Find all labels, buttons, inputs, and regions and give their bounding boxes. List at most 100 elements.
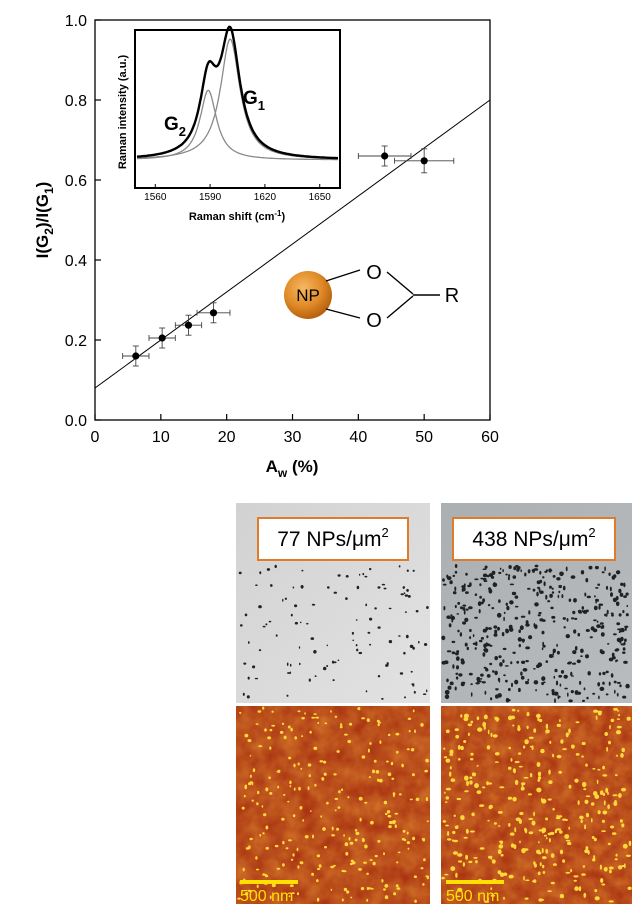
- afm-particle: [508, 715, 513, 721]
- sem-particle: [469, 628, 472, 633]
- afm-particle: [345, 851, 349, 856]
- afm-particle: [517, 709, 520, 712]
- sem-particle: [449, 681, 454, 686]
- point-marker: [209, 309, 218, 317]
- x-axis-label: Aw (%): [266, 457, 319, 480]
- afm-particle: [313, 746, 318, 750]
- sem-particle: [310, 637, 315, 640]
- afm-particle: [464, 790, 469, 793]
- afm-particle: [512, 796, 517, 802]
- inset-x-tick-label: 1560: [144, 192, 167, 203]
- afm-particle: [527, 793, 533, 796]
- afm-particle: [326, 801, 329, 805]
- afm-particle: [550, 881, 555, 885]
- afm-particle: [262, 873, 266, 876]
- sem-particle: [456, 613, 460, 615]
- afm-particle: [510, 843, 515, 848]
- afm-particle: [537, 871, 541, 876]
- sem-particle: [352, 639, 355, 642]
- afm-particle: [574, 886, 579, 891]
- afm-particle: [499, 872, 505, 877]
- sem-particle: [286, 694, 289, 697]
- afm-particle: [244, 733, 249, 738]
- bond-o-bottom-c: [386, 295, 414, 319]
- sem-particle: [572, 610, 576, 615]
- sem-particle: [622, 695, 627, 699]
- sem-particle: [608, 681, 611, 686]
- afm-particle: [524, 897, 529, 900]
- sem-particle: [412, 685, 415, 687]
- sem-particle: [403, 651, 406, 655]
- afm-particle: [450, 866, 456, 871]
- afm-particle: [408, 729, 411, 733]
- sem-particle: [542, 681, 546, 684]
- sem-particle: [461, 588, 464, 592]
- afm-particle: [484, 900, 490, 903]
- sem-particle: [601, 571, 605, 574]
- afm-particle: [470, 720, 474, 724]
- sem-particle: [503, 616, 505, 622]
- afm-particle: [582, 865, 586, 868]
- sem-particle: [409, 644, 414, 649]
- afm-particle: [608, 740, 611, 745]
- afm-particle: [268, 776, 271, 780]
- afm-particle: [526, 725, 529, 730]
- afm-particle: [585, 812, 590, 818]
- sem-particle: [505, 679, 508, 683]
- sem-particle: [613, 574, 617, 578]
- sem-particle: [511, 591, 517, 596]
- afm-particle: [528, 736, 534, 739]
- sem-particle: [528, 610, 531, 615]
- afm-particle: [469, 776, 473, 779]
- sem-particle: [337, 659, 340, 662]
- nanoparticle: [284, 271, 332, 319]
- afm-particle: [523, 875, 525, 881]
- sem-particle: [609, 586, 612, 592]
- sem-particle: [497, 626, 500, 631]
- sem-particle: [454, 586, 457, 592]
- sem-particle: [333, 661, 337, 664]
- sem-particle: [585, 609, 589, 613]
- afm-particle: [360, 887, 365, 891]
- afm-particle: [318, 864, 322, 868]
- sem-particle: [543, 581, 546, 587]
- afm-particle: [402, 829, 406, 833]
- x-tick-label: 60: [481, 429, 499, 446]
- afm-particle: [330, 865, 335, 869]
- afm-particle: [309, 730, 312, 734]
- sem-particle: [493, 625, 498, 629]
- sem-particle: [593, 619, 597, 622]
- afm-particle: [500, 853, 504, 857]
- afm-particle: [251, 799, 254, 802]
- sem-particle: [482, 652, 486, 657]
- afm-particle: [567, 841, 572, 846]
- sem-particle: [602, 671, 606, 676]
- sem-particle: [553, 691, 559, 696]
- inset-frame: [134, 29, 341, 189]
- afm-particle: [312, 834, 314, 839]
- afm-particle: [455, 872, 458, 878]
- sem-particle: [580, 648, 584, 653]
- afm-particle: [488, 855, 492, 859]
- afm-particle: [546, 837, 548, 840]
- sem-particle: [623, 595, 627, 598]
- sem-particle: [364, 575, 368, 578]
- afm-particle: [513, 769, 516, 774]
- afm-particle: [547, 798, 552, 801]
- afm-particle: [578, 886, 582, 892]
- sem-particle: [407, 595, 411, 598]
- afm-particle: [488, 804, 493, 809]
- afm-particle: [292, 853, 295, 857]
- afm-particle: [565, 871, 571, 874]
- afm-particle: [269, 728, 273, 732]
- afm-particle: [582, 781, 587, 788]
- sem-particle: [509, 600, 514, 605]
- sem-particle: [485, 667, 489, 672]
- afm-particle: [541, 827, 547, 833]
- afm-particle: [412, 836, 416, 841]
- afm-particle: [627, 886, 632, 890]
- sem-particle: [521, 660, 526, 664]
- sem-particle: [482, 598, 485, 603]
- afm-particle: [410, 748, 415, 752]
- afm-particle: [369, 742, 372, 745]
